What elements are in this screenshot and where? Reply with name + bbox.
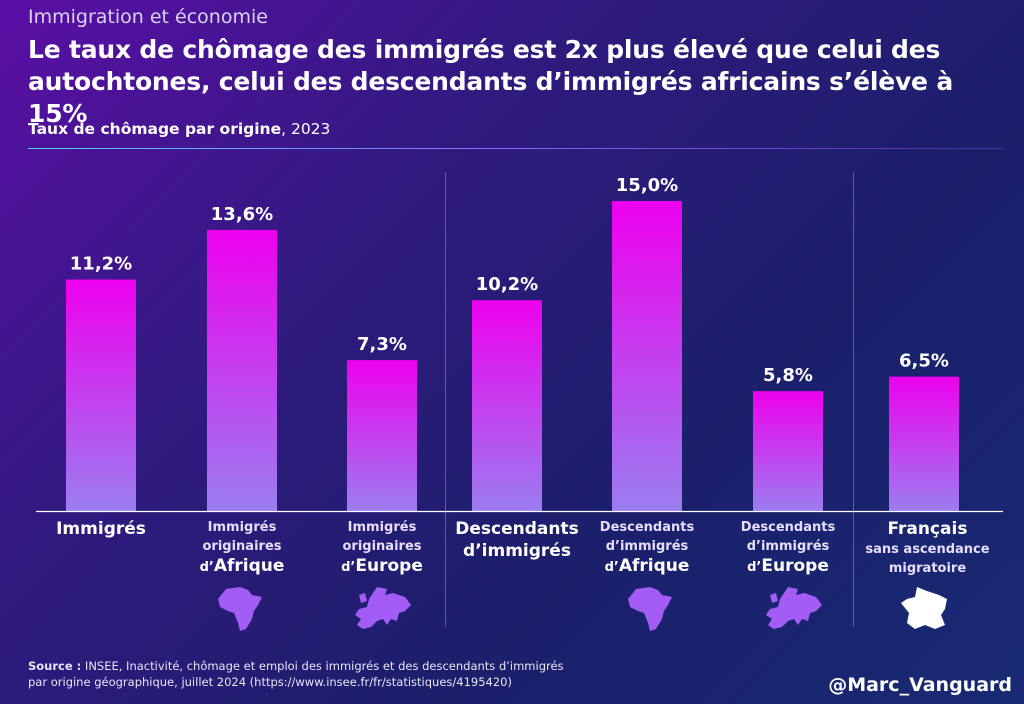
category-label-immigres: Immigrés bbox=[36, 518, 166, 540]
category-label-region: Europe bbox=[355, 556, 423, 576]
source-text: INSEE, Inactivité, chômage et emploi des… bbox=[84, 659, 564, 673]
category-label-line: d’immigrés bbox=[746, 539, 830, 554]
category-label-line: Immigrés bbox=[207, 520, 277, 535]
title-rule bbox=[28, 148, 1003, 149]
france-map-icon bbox=[901, 587, 947, 629]
data-label-4: 10,2% bbox=[476, 274, 538, 295]
category-label-prefix: d’ bbox=[747, 560, 762, 575]
author-handle: @Marc_Vanguard bbox=[828, 674, 1012, 696]
bar-6 bbox=[753, 391, 823, 511]
category-label-line: originaires bbox=[342, 539, 422, 554]
category-label-descendants: Descendants d’immigrés bbox=[447, 518, 587, 562]
category-label-descendants-afrique: Descendants d’immigrés d’Afrique bbox=[582, 518, 712, 577]
source-note: Source : INSEE, Inactivité, chômage et e… bbox=[28, 658, 564, 690]
category-label-line: migratoire bbox=[888, 561, 967, 576]
bar-5 bbox=[612, 201, 682, 511]
source-text-line2: par origine géographique, juillet 2024 (… bbox=[28, 675, 512, 689]
data-label-6: 5,8% bbox=[763, 365, 813, 386]
source-label: Source : bbox=[28, 659, 82, 673]
category-label-line: Descendants bbox=[740, 520, 836, 535]
category-label-line: originaires bbox=[202, 539, 282, 554]
category-label-descendants-europe: Descendants d’immigrés d’Europe bbox=[723, 518, 853, 577]
category-label-immigres-europe: Immigrés originaires d’Europe bbox=[317, 518, 447, 577]
data-label-2: 13,6% bbox=[211, 204, 273, 225]
category-label-line: sans ascendance bbox=[865, 542, 990, 557]
category-label-text: Immigrés bbox=[56, 519, 146, 539]
category-label-line: d’immigrés bbox=[463, 541, 571, 561]
category-label-line: Descendants bbox=[455, 519, 579, 539]
category-label-francais: Français sans ascendance migratoire bbox=[855, 518, 1000, 578]
bar-4 bbox=[472, 300, 542, 511]
supertitle: Immigration et économie bbox=[28, 6, 268, 28]
category-label-prefix: d’ bbox=[199, 560, 214, 575]
category-label-region: Afrique bbox=[213, 556, 285, 576]
chart-subtitle: Taux de chômage par origine, 2023 bbox=[28, 120, 330, 138]
data-label-3: 7,3% bbox=[357, 334, 407, 355]
subtitle-year: , 2023 bbox=[281, 120, 331, 138]
chart-title: Le taux de chômage des immigrés est 2x p… bbox=[28, 35, 953, 128]
data-label-7: 6,5% bbox=[899, 351, 949, 372]
category-label-immigres-afrique: Immigrés originaires d’Afrique bbox=[177, 518, 307, 577]
bar-1 bbox=[66, 279, 136, 511]
category-label-region: Afrique bbox=[618, 556, 690, 576]
bar-2 bbox=[207, 229, 277, 511]
subtitle-bold: Taux de chômage par origine bbox=[28, 120, 282, 138]
africa-map-icon bbox=[218, 587, 262, 631]
group-separator bbox=[853, 172, 854, 627]
africa-map-icon bbox=[628, 587, 672, 631]
category-label-line: Descendants bbox=[599, 520, 695, 535]
category-label-region: Europe bbox=[761, 556, 829, 576]
data-label-1: 11,2% bbox=[70, 254, 132, 275]
europe-map-icon bbox=[355, 587, 411, 629]
europe-map-icon bbox=[766, 587, 822, 629]
category-label-line: d’immigrés bbox=[605, 539, 689, 554]
category-label-line: Français bbox=[887, 519, 968, 539]
category-label-prefix: d’ bbox=[341, 560, 356, 575]
bar-3 bbox=[347, 360, 417, 511]
bar-7 bbox=[889, 376, 959, 511]
group-separator bbox=[445, 172, 446, 627]
category-label-prefix: d’ bbox=[604, 560, 619, 575]
data-label-5: 15,0% bbox=[616, 175, 678, 196]
category-label-line: Immigrés bbox=[347, 520, 417, 535]
